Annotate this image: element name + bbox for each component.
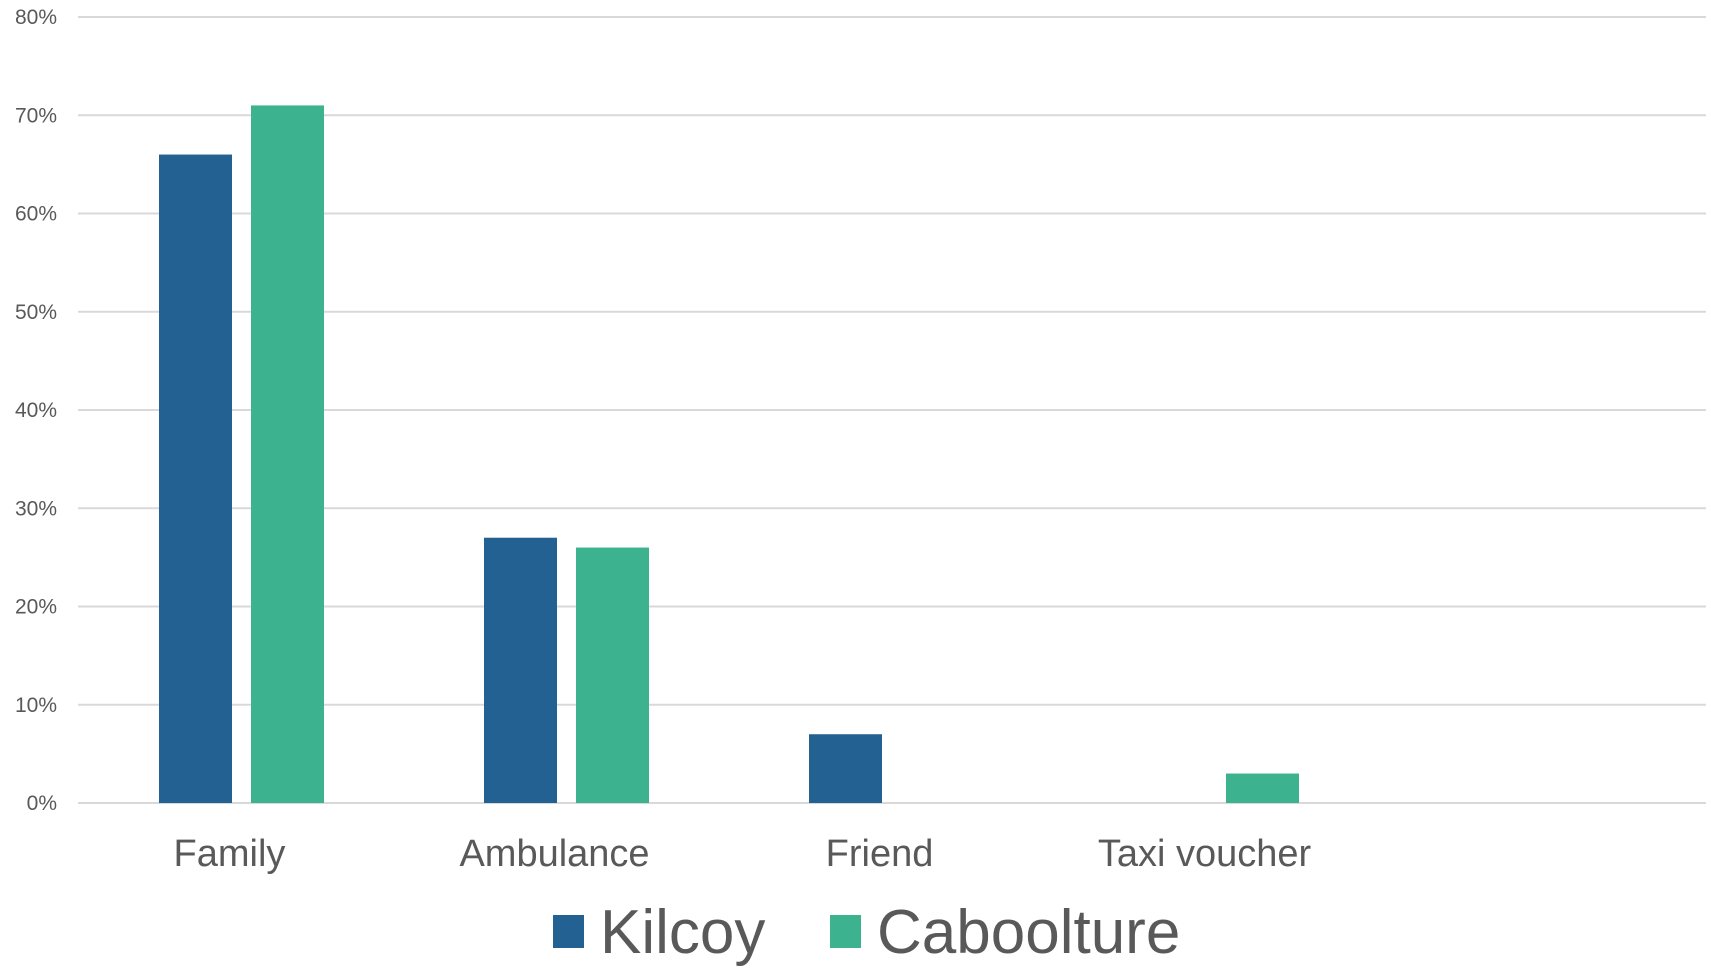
y-tick-label: 60% [15,203,57,226]
y-tick-label: 40% [15,399,57,422]
x-tick-label: Ambulance [459,833,649,875]
y-axis-ticks: 0% 10% 20% 30% 40% 50% 60% 70% 80% [15,6,57,815]
legend-swatch-caboolture [830,915,861,948]
bar-caboolture-family [251,105,324,804]
x-axis-ticks: Family Ambulance Friend Taxi voucher [174,833,1312,875]
x-tick-label: Friend [826,833,934,875]
y-tick-label: 70% [15,104,57,127]
grid-lines [78,16,1706,804]
bars [159,105,1299,804]
bar-caboolture-ambulance [576,547,649,803]
bar-kilcoy-family [159,154,232,804]
y-tick-label: 20% [15,596,57,619]
bar-kilcoy-ambulance [484,537,557,803]
y-tick-label: 10% [15,694,57,717]
y-tick-label: 50% [15,301,57,324]
bar-kilcoy-friend [809,734,882,803]
bar-caboolture-taxi-voucher [1226,773,1299,803]
y-tick-label: 0% [27,792,57,815]
x-tick-label: Family [174,833,286,875]
legend-label-caboolture: Caboolture [877,898,1180,966]
y-tick-label: 80% [15,6,57,29]
legend-swatch-kilcoy [553,915,584,948]
legend: Kilcoy Caboolture [553,898,1180,967]
x-tick-label: Taxi voucher [1098,833,1312,875]
y-tick-label: 30% [15,497,57,520]
legend-label-kilcoy: Kilcoy [600,898,765,966]
